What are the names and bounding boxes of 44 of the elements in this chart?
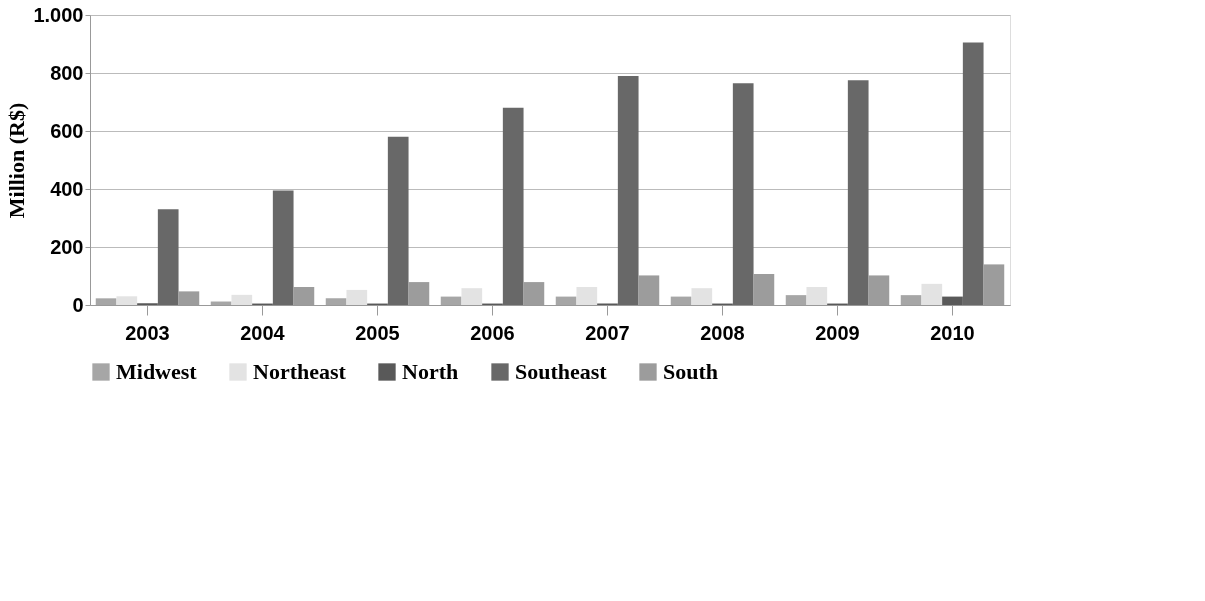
y-tick-label: 200: [50, 235, 84, 258]
bar: [116, 296, 138, 305]
bar: [325, 298, 347, 305]
x-tick-label: 2006: [470, 321, 515, 344]
bar: [576, 287, 598, 305]
bar: [847, 80, 869, 305]
bar: [272, 190, 294, 305]
y-tick-label: 800: [50, 61, 84, 84]
y-tick-label: 400: [50, 177, 84, 200]
bar: [691, 288, 713, 305]
legend-label: Northeast: [253, 359, 347, 384]
x-tick-label: 2003: [125, 321, 170, 344]
bar: [440, 296, 462, 305]
legend-label: South: [663, 359, 719, 384]
bar: [95, 298, 117, 305]
bar: [157, 209, 179, 305]
bar: [962, 42, 984, 305]
x-tick-label: 2007: [585, 321, 630, 344]
bar: [555, 296, 577, 305]
y-tick-label: 0: [72, 293, 84, 316]
legend-label: North: [402, 359, 459, 384]
y-tick-label: 600: [50, 119, 84, 142]
x-tick-label: 2008: [700, 321, 745, 344]
bar: [806, 287, 828, 305]
legend-label: Midwest: [116, 359, 198, 384]
bar: [231, 294, 253, 305]
bar: [942, 296, 963, 305]
x-tick-label: 2005: [355, 321, 400, 344]
bar: [921, 283, 943, 305]
bar: [617, 75, 639, 305]
bar: [785, 295, 807, 305]
bar: [461, 288, 483, 305]
y-tick-label: 1.000: [33, 3, 84, 26]
x-tick-label: 2010: [930, 321, 975, 344]
bar: [387, 136, 409, 305]
y-axis-title: Million (R$): [4, 102, 30, 219]
legend-label: Southeast: [515, 359, 608, 384]
bar: [502, 107, 524, 305]
x-tick-label: 2004: [240, 321, 286, 344]
bar: [670, 296, 692, 305]
bar: [346, 289, 368, 305]
bar: [900, 295, 922, 305]
bar: [732, 83, 754, 305]
x-tick-label: 2009: [815, 321, 860, 344]
